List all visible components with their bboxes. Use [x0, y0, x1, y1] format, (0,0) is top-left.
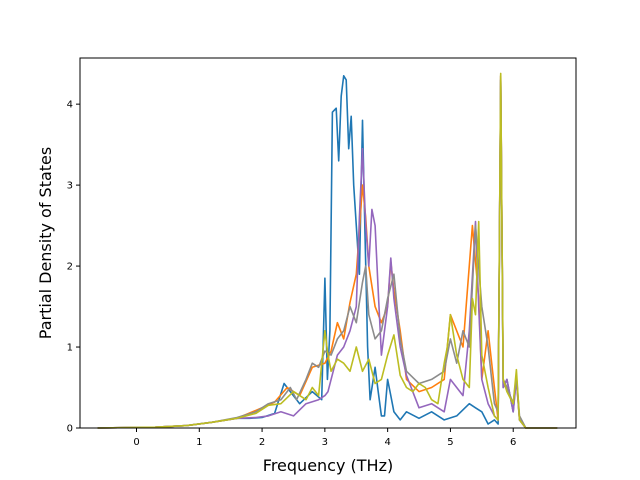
- x-tick-label: 2: [259, 437, 265, 448]
- x-tick-label: 1: [196, 437, 202, 448]
- y-tick-label: 3: [67, 181, 73, 192]
- y-tick-label: 0: [67, 424, 73, 435]
- y-axis: 0 1 2 3 4: [67, 100, 80, 435]
- series-layer: [97, 72, 558, 429]
- x-axis: 0 1 2 3 4 5 6: [133, 428, 516, 448]
- y-tick-label: 4: [67, 100, 73, 111]
- x-axis-label: Frequency (THz): [263, 456, 393, 475]
- x-tick-label: 5: [447, 437, 453, 448]
- y-tick-label: 1: [67, 343, 73, 354]
- plot-frame: [79, 57, 577, 429]
- y-tick-label: 2: [67, 262, 73, 273]
- x-tick-label: 6: [510, 437, 516, 448]
- y-axis-label: Partial Density of States: [36, 147, 55, 339]
- x-tick-label: 3: [322, 437, 328, 448]
- x-tick-label: 4: [384, 437, 390, 448]
- series-line-5: [97, 72, 558, 429]
- x-tick-label: 0: [133, 437, 139, 448]
